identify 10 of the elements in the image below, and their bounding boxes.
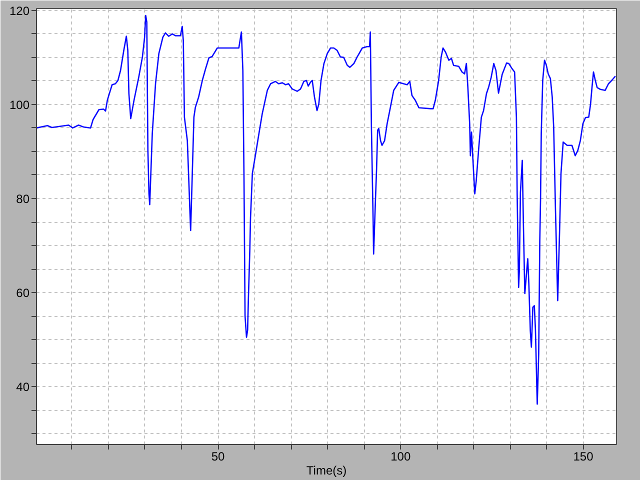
line-series bbox=[36, 14, 616, 405]
y-tick-label: 100 bbox=[9, 98, 30, 112]
x-tick-label: 50 bbox=[211, 450, 226, 464]
y-tick-label: 60 bbox=[16, 286, 30, 300]
x-tick-label: 100 bbox=[390, 450, 411, 464]
x-tick-label: 150 bbox=[573, 450, 594, 464]
y-tick-label: 120 bbox=[9, 4, 30, 18]
x-axis-title: Time(s) bbox=[306, 464, 347, 478]
y-tick-label: 80 bbox=[16, 192, 30, 206]
y-tick-label: 40 bbox=[16, 380, 30, 394]
